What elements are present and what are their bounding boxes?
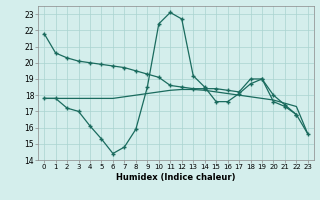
X-axis label: Humidex (Indice chaleur): Humidex (Indice chaleur) <box>116 173 236 182</box>
